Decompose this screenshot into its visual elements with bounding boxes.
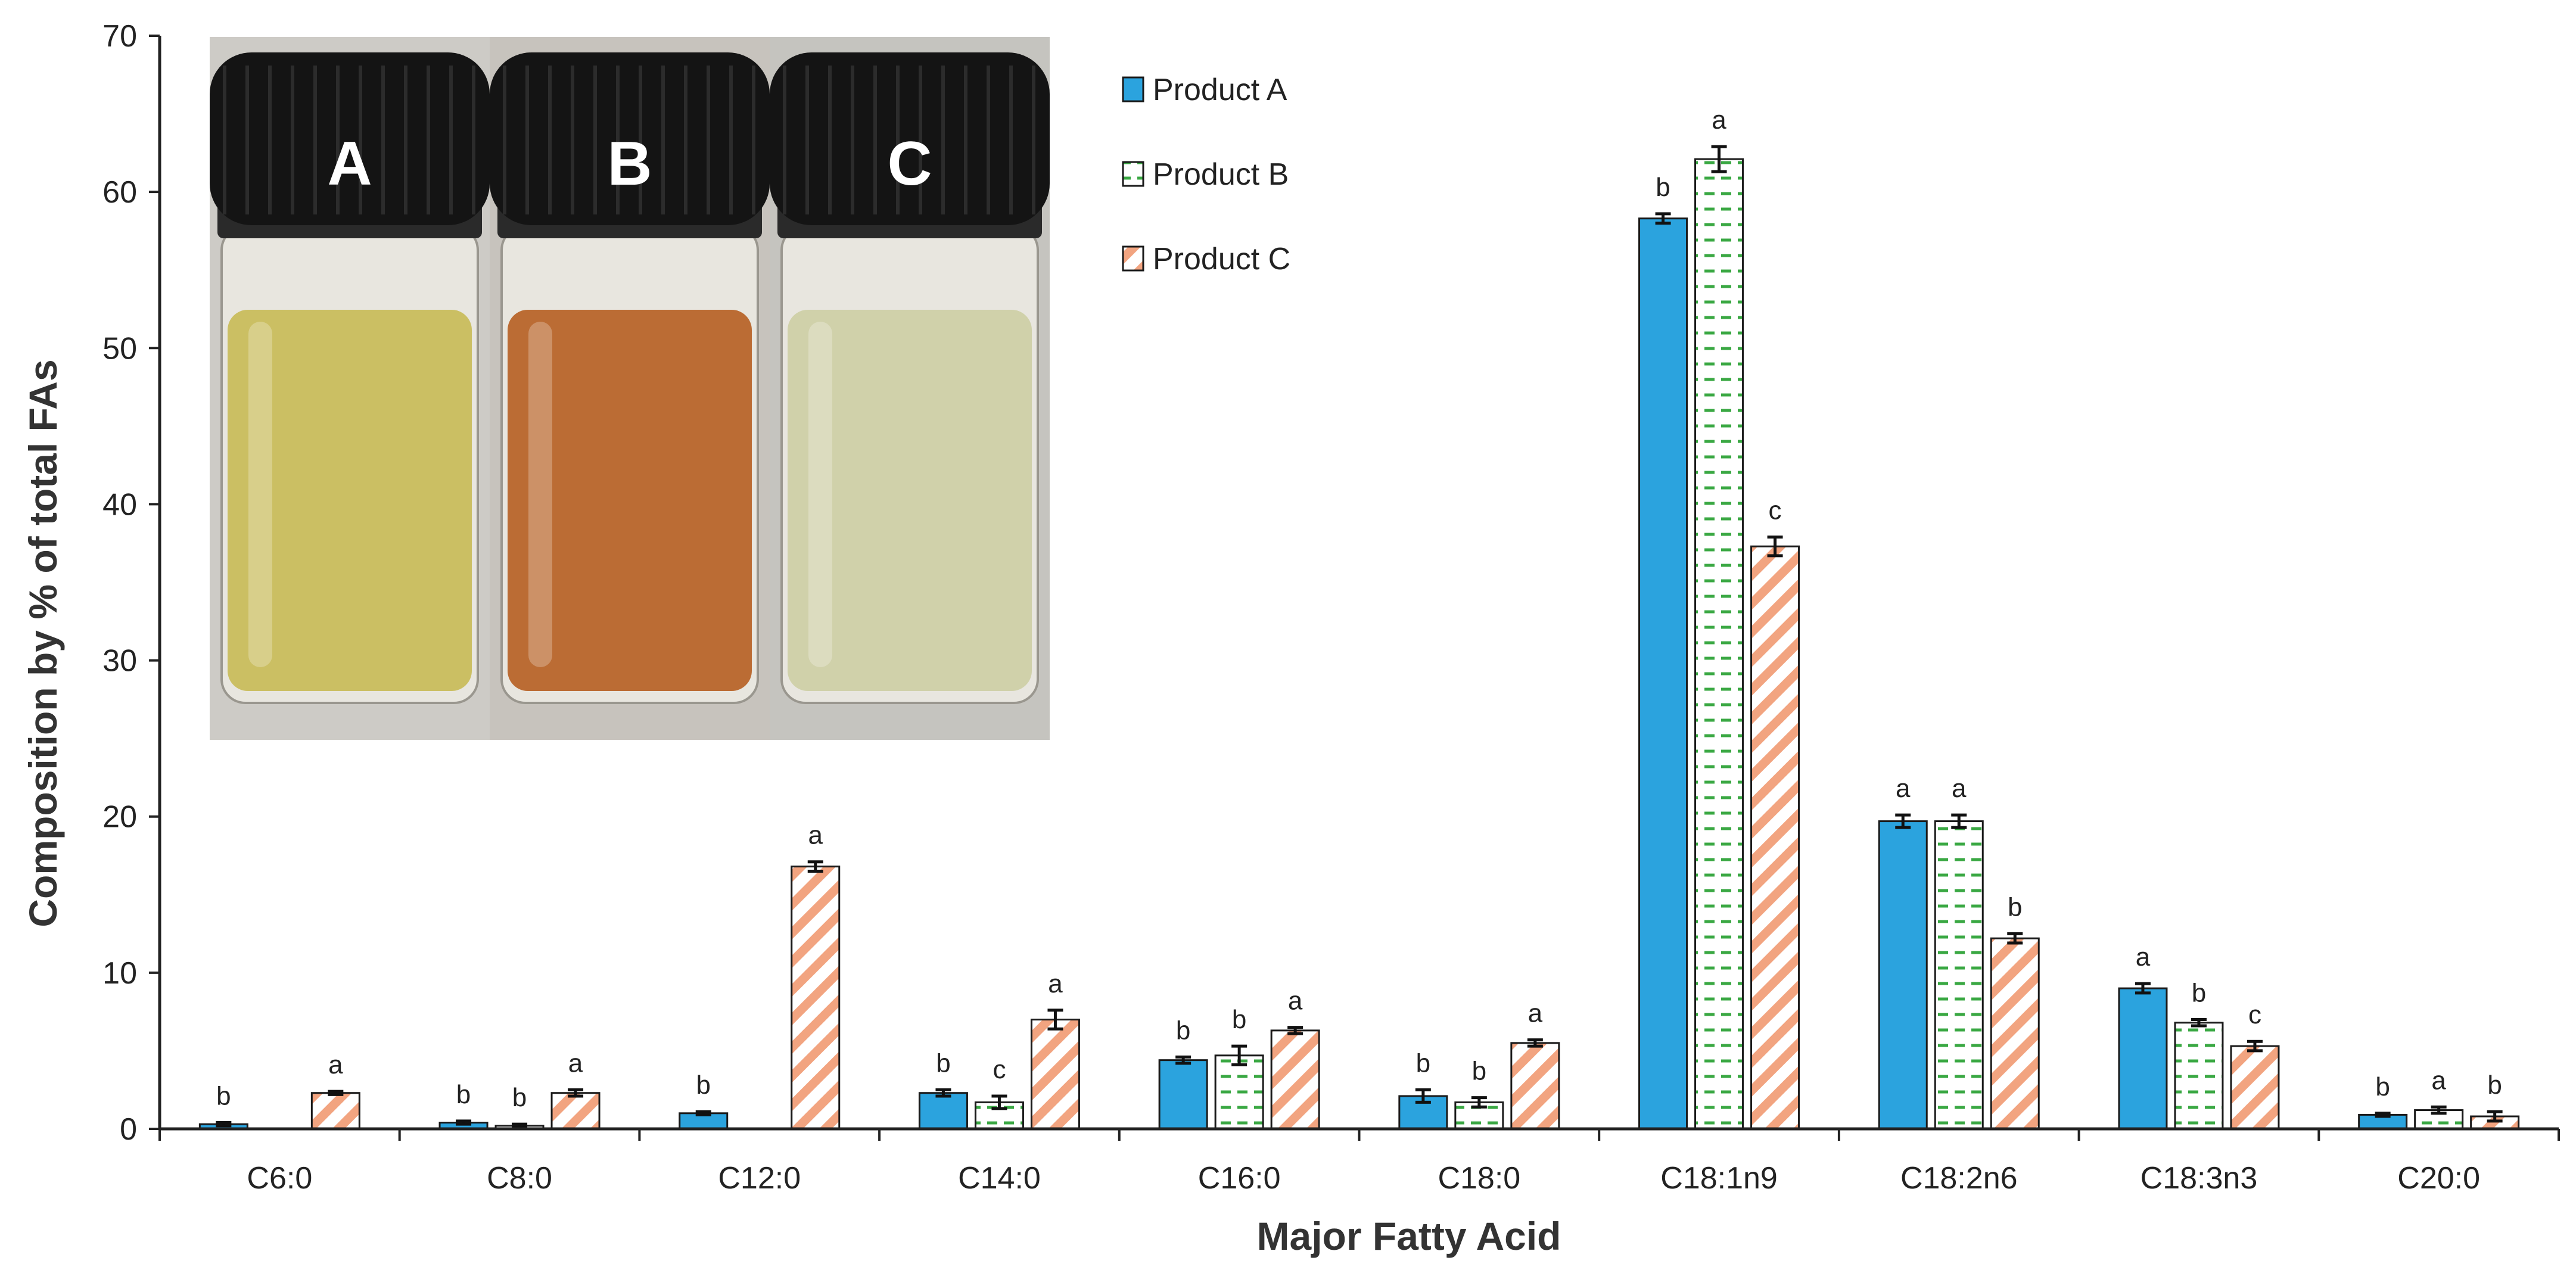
bar xyxy=(1934,820,1984,1130)
bars-layer xyxy=(198,158,2520,1130)
vial-letter-label: B xyxy=(607,129,652,198)
vial-liquid xyxy=(228,310,472,691)
significance-letter: b xyxy=(1472,1057,1486,1086)
y-tick-label: 0 xyxy=(120,1112,137,1147)
x-tick-label: C18:3n3 xyxy=(2141,1161,2258,1196)
significance-letter: b xyxy=(456,1080,471,1109)
significance-letter: a xyxy=(2431,1066,2446,1095)
significance-letter: a xyxy=(1896,774,1911,803)
x-tick-label: C18:2n6 xyxy=(1900,1161,2018,1196)
significance-letter: b xyxy=(2008,892,2022,922)
bar xyxy=(1030,1019,1080,1130)
x-tick-label: C12:0 xyxy=(718,1161,801,1196)
x-tick-label: C20:0 xyxy=(2397,1161,2480,1196)
x-tick-label: C8:0 xyxy=(487,1161,552,1196)
x-tick-label: C14:0 xyxy=(958,1161,1041,1196)
bar xyxy=(2230,1045,2280,1130)
y-tick-label: 60 xyxy=(102,175,137,210)
significance-letter: a xyxy=(1952,774,1967,803)
bar xyxy=(1510,1042,1560,1130)
y-tick-label: 10 xyxy=(102,956,137,991)
bar xyxy=(1750,545,1800,1130)
vial-highlight xyxy=(248,322,272,667)
significance-letter: a xyxy=(568,1048,583,1078)
vial-letter-label: A xyxy=(327,129,372,198)
bar xyxy=(918,1092,968,1130)
legend-swatch xyxy=(1122,76,1144,102)
vial-liquid xyxy=(788,310,1032,691)
bar xyxy=(1638,217,1688,1130)
bar xyxy=(1270,1029,1320,1130)
significance-letter: c xyxy=(1769,496,1782,525)
y-axis-title: Composition by % of total FAs xyxy=(21,359,65,927)
significance-letter: a xyxy=(1528,999,1543,1028)
x-tick-label: C16:0 xyxy=(1198,1161,1281,1196)
vial-highlight xyxy=(528,322,552,667)
significance-letter: b xyxy=(512,1083,527,1112)
vial-highlight xyxy=(808,322,832,667)
significance-letter: b xyxy=(1416,1048,1430,1078)
error-bars-layer xyxy=(216,145,2503,1129)
y-tick-label: 40 xyxy=(102,487,137,522)
significance-letter: a xyxy=(1712,105,1726,135)
bar xyxy=(550,1092,601,1130)
significance-letter: b xyxy=(2375,1072,2390,1101)
y-tick-label: 70 xyxy=(102,19,137,54)
bar xyxy=(1990,937,2040,1130)
legend-label: Product A xyxy=(1153,73,1287,107)
significance-letter: b xyxy=(2487,1070,2502,1100)
bar xyxy=(1214,1054,1264,1130)
legend-label: Product C xyxy=(1153,242,1290,276)
vial-cap xyxy=(490,52,770,225)
significance-letter: b xyxy=(696,1070,711,1100)
bar xyxy=(791,866,841,1130)
significance-letter: b xyxy=(936,1048,950,1078)
legend: Product A Product B Product C xyxy=(1122,73,1290,276)
significance-letter: a xyxy=(808,821,823,850)
x-axis-title: Major Fatty Acid xyxy=(1257,1214,1561,1258)
y-tick-label: 30 xyxy=(102,644,137,679)
legend-label: Product B xyxy=(1153,157,1289,192)
significance-letter: b xyxy=(1176,1016,1190,1045)
y-tick-label: 50 xyxy=(102,331,137,366)
x-tick-label: C6:0 xyxy=(247,1161,312,1196)
significance-letter: b xyxy=(2192,979,2206,1008)
significance-letter: b xyxy=(216,1082,231,1111)
significance-letter: b xyxy=(1656,173,1670,202)
bar xyxy=(310,1092,360,1130)
vial-photo-inset: A B C xyxy=(210,37,1050,740)
significance-letter: b xyxy=(1232,1005,1246,1034)
vial-cap xyxy=(770,52,1050,225)
significance-letter: c xyxy=(993,1055,1006,1084)
significance-letter: a xyxy=(328,1050,343,1079)
bar xyxy=(1694,158,1744,1130)
vial-cap xyxy=(210,52,490,225)
x-tick-label: C18:0 xyxy=(1438,1161,1520,1196)
bar xyxy=(1878,820,1928,1130)
vial-liquid xyxy=(508,310,752,691)
y-tick-label: 20 xyxy=(102,800,137,835)
x-tick-label: C18:1n9 xyxy=(1660,1161,1778,1196)
vial-letter-label: C xyxy=(887,129,932,198)
bar xyxy=(2118,987,2168,1130)
significance-letter: a xyxy=(2136,942,2151,972)
significance-letter: a xyxy=(1288,986,1303,1016)
bar xyxy=(2174,1022,2224,1130)
significance-letter: a xyxy=(1048,969,1063,998)
bar xyxy=(1158,1059,1208,1130)
axes-layer: 0 10 20 30 40 50 60 70 C6:0 C8:0 C12:0 C14:0 C16:0 C1… xyxy=(102,19,2560,1196)
significance-letters-layer: b b b b b b b a a b b c b b a a b a a a a a a a c b c b xyxy=(216,105,2502,1112)
legend-swatch xyxy=(1122,245,1144,272)
significance-letter: c xyxy=(2248,1000,2261,1029)
legend-swatch xyxy=(1122,161,1144,187)
